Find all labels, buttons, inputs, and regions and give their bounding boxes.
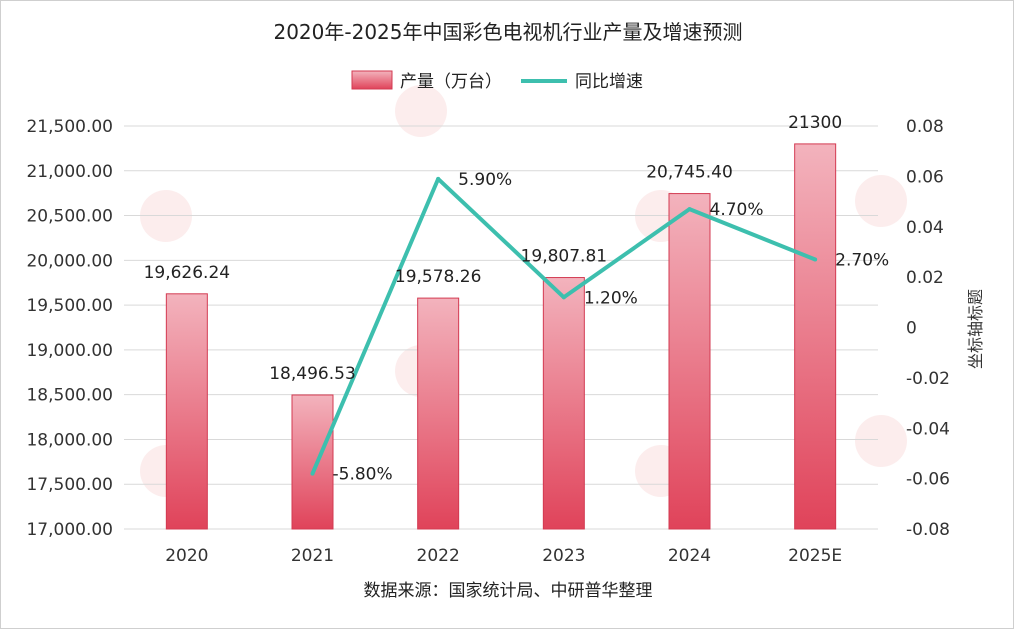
x-tick-label: 2023 xyxy=(542,546,585,566)
x-tick-label: 2024 xyxy=(668,546,711,566)
chart-title: 2020年-2025年中国彩色电视机行业产量及增速预测 xyxy=(273,20,742,44)
watermark-logo xyxy=(395,85,447,137)
x-tick-label: 2020 xyxy=(165,546,208,566)
line-point xyxy=(561,295,566,300)
y-left-tick-label: 18,000.00 xyxy=(26,430,113,450)
line-point xyxy=(687,207,692,212)
y-left-tick-label: 21,000.00 xyxy=(26,162,113,182)
y-right-tick-label: -0.04 xyxy=(906,419,950,439)
bar xyxy=(668,193,711,530)
watermark-circle-icon xyxy=(855,415,907,467)
bar xyxy=(291,394,334,530)
y-right-tick-label: 0.02 xyxy=(906,268,944,288)
y-right-tick-label: 0.06 xyxy=(906,167,944,187)
line-point xyxy=(310,471,315,476)
y-axis-right-title: 坐标轴标题 xyxy=(966,289,985,369)
growth-value-label: 5.90% xyxy=(458,170,512,190)
y-left-tick-label: 21,500.00 xyxy=(26,117,113,137)
y-left-tick-label: 19,000.00 xyxy=(26,341,113,361)
bar-series xyxy=(165,143,837,530)
gridlines xyxy=(124,125,878,530)
bar xyxy=(417,297,460,530)
bar-value-label: 21300 xyxy=(788,113,842,133)
y-right-tick-label: 0.08 xyxy=(906,117,944,137)
watermark-logo xyxy=(855,175,907,227)
bar-value-label: 18,496.53 xyxy=(269,364,356,384)
line-series xyxy=(310,176,818,476)
bar xyxy=(794,143,837,530)
y-left-tick-label: 17,000.00 xyxy=(26,520,113,540)
legend: 产量（万台） 同比增速 xyxy=(351,70,643,92)
growth-value-label: 2.70% xyxy=(835,250,889,270)
legend-label-line: 同比增速 xyxy=(575,72,643,92)
y-right-tick-label: -0.02 xyxy=(906,369,950,389)
x-tick-label: 2022 xyxy=(417,546,460,566)
bar xyxy=(165,293,208,530)
line-point xyxy=(436,176,441,181)
x-tick-label: 2021 xyxy=(291,546,334,566)
y-right-tick-label: 0 xyxy=(906,319,917,339)
x-axis: 2020 2021 2022 2023 2024 2025E xyxy=(165,546,842,566)
x-tick-label: 2025E xyxy=(788,546,842,566)
legend-label-bar: 产量（万台） xyxy=(400,72,502,92)
y-left-tick-label: 17,500.00 xyxy=(26,475,113,495)
bar xyxy=(542,277,585,530)
y-right-tick-label: -0.06 xyxy=(906,470,950,490)
y-axis-left: 17,000.00 17,500.00 18,000.00 18,500.00 19,0… xyxy=(26,117,113,540)
bar-value-label: 19,626.24 xyxy=(144,263,231,283)
legend-swatch-bar xyxy=(351,70,393,90)
growth-value-label: 4.70% xyxy=(710,200,764,220)
y-right-tick-label: 0.04 xyxy=(906,218,944,238)
y-left-tick-label: 20,000.00 xyxy=(26,251,113,271)
bar-value-label: 19,578.26 xyxy=(395,267,482,287)
growth-value-label: 1.20% xyxy=(584,288,638,308)
y-axis-right: -0.08 -0.06 -0.04 -0.02 0 0.02 0.04 0.06 0.08 xyxy=(906,117,950,540)
bar-value-label: 20,745.40 xyxy=(646,163,733,183)
source-note: 数据来源：国家统计局、中研普华整理 xyxy=(364,581,653,601)
y-left-tick-label: 20,500.00 xyxy=(26,207,113,227)
y-left-tick-label: 18,500.00 xyxy=(26,386,113,406)
watermark-logo xyxy=(855,415,907,467)
watermark-circle-icon xyxy=(855,175,907,227)
watermark-circle-icon xyxy=(395,85,447,137)
y-left-tick-label: 19,500.00 xyxy=(26,296,113,316)
y-right-tick-label: -0.08 xyxy=(906,520,950,540)
growth-value-label: -5.80% xyxy=(333,465,393,485)
bar-value-label: 19,807.81 xyxy=(521,247,608,267)
data-labels: 19,626.24 18,496.53 19,578.26 19,807.81 20,7… xyxy=(144,113,890,485)
line-point xyxy=(813,257,818,262)
